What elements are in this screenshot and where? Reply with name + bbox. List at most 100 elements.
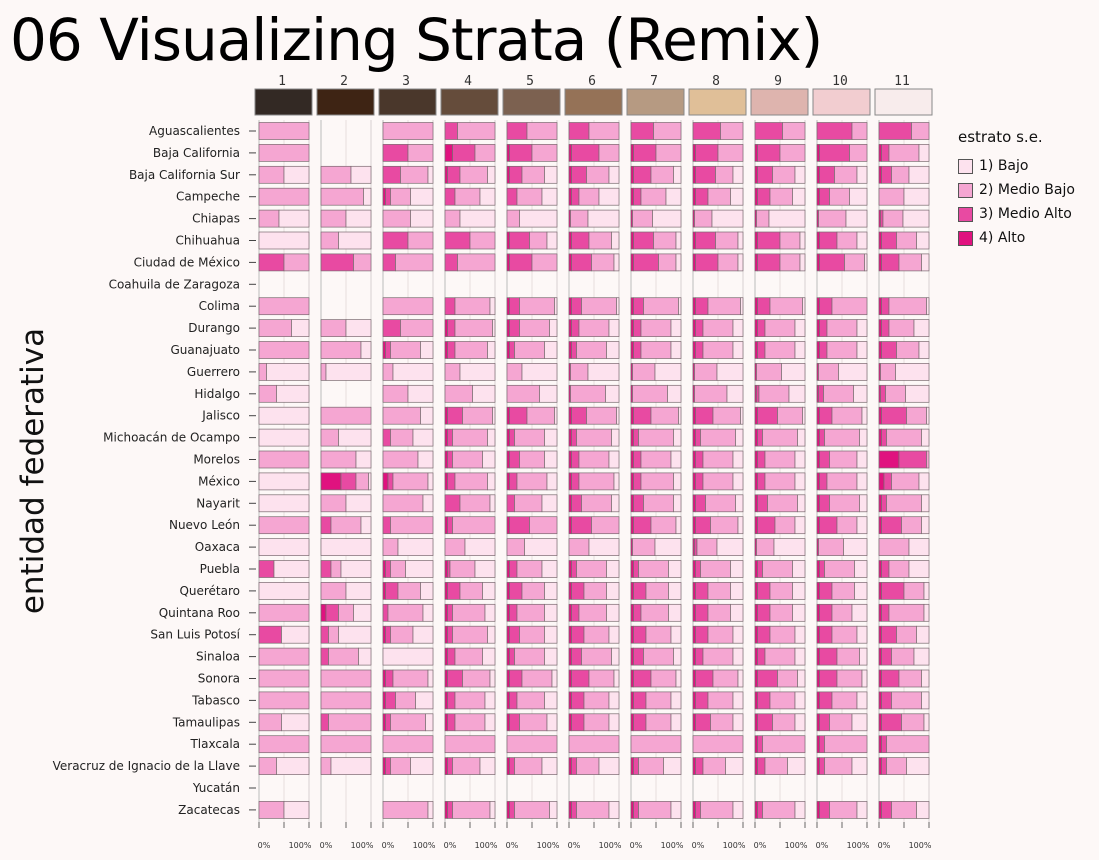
bar-segment — [350, 165, 372, 184]
bar-segment — [382, 319, 401, 337]
bar-segment — [541, 494, 558, 513]
bar-segment — [630, 691, 634, 710]
bar-segment — [630, 516, 634, 535]
bar-segment — [856, 801, 868, 819]
panel-number: 9 — [774, 74, 782, 89]
bar-segment — [707, 603, 731, 622]
bar-segment — [794, 165, 806, 184]
bar-segment — [606, 341, 620, 359]
bar-segment — [692, 187, 696, 206]
bar-segment — [861, 669, 868, 688]
bar-segment — [526, 122, 558, 140]
bar-segment — [444, 450, 448, 469]
bar-segment — [819, 669, 838, 688]
bar-segment — [819, 691, 833, 710]
bar-segment — [606, 560, 620, 578]
bar-segment — [330, 757, 372, 775]
bar-segment — [891, 165, 910, 184]
bar-segment — [506, 494, 515, 513]
bar-segment — [258, 625, 282, 644]
bar-segment — [258, 669, 310, 688]
bar-segment — [861, 406, 868, 425]
bar-segment — [571, 603, 580, 622]
bar-segment — [799, 253, 806, 272]
bar-segment — [715, 165, 734, 184]
bar-segment — [571, 231, 590, 250]
bar-segment — [459, 582, 483, 600]
bar-segment — [320, 428, 339, 447]
bar-segment — [611, 428, 620, 447]
bar-segment — [630, 165, 634, 184]
bar-segment — [385, 713, 391, 732]
bar-segment — [640, 450, 672, 469]
bar-segment — [695, 428, 701, 447]
bar-segment — [829, 450, 858, 469]
bar-segment — [903, 582, 925, 600]
bar-segment — [482, 647, 496, 666]
bar-segment — [444, 341, 448, 359]
bar-segment — [338, 603, 354, 622]
page-title: 06 Visualizing Strata (Remix) — [10, 6, 823, 74]
bar-segment — [568, 472, 572, 491]
bar-segment — [772, 713, 796, 732]
bar-segment — [571, 582, 585, 600]
bar-segment — [773, 538, 806, 556]
bar-segment — [702, 472, 734, 491]
bar-segment — [730, 582, 744, 600]
bar-segment — [650, 669, 677, 688]
state-label: Oaxaca — [195, 540, 240, 554]
bar-segment — [816, 735, 820, 754]
bar-segment — [880, 363, 896, 381]
bar-segment — [878, 472, 885, 491]
x-tick-label: 0% — [444, 841, 457, 850]
bar-segment — [762, 560, 793, 578]
bar-segment — [692, 450, 696, 469]
x-tick-label: 0% — [568, 841, 581, 850]
state-label: Puebla — [200, 562, 240, 576]
bar-segment — [338, 231, 372, 250]
bar-segment — [325, 363, 372, 381]
bar-segment — [702, 647, 734, 666]
bar-segment — [390, 516, 434, 535]
bar-segment — [696, 538, 718, 556]
bar-segment — [568, 406, 572, 425]
bar-segment — [740, 406, 744, 425]
bar-segment — [707, 582, 731, 600]
bar-segment — [258, 341, 310, 359]
bar-segment — [385, 341, 391, 359]
bar-segment — [427, 472, 434, 491]
bar-segment — [472, 384, 496, 403]
bar-segment — [568, 450, 572, 469]
bar-segment — [836, 669, 863, 688]
bar-segment — [613, 669, 620, 688]
bar-segment — [571, 144, 600, 162]
bar-segment — [715, 231, 739, 250]
bar-segment — [764, 341, 796, 359]
bar-segment — [444, 669, 448, 688]
bar-segment — [692, 516, 696, 535]
bar-segment — [891, 647, 915, 666]
bar-segment — [638, 801, 672, 819]
bar-segment — [705, 494, 736, 513]
panel-color-swatch — [626, 88, 685, 116]
bar-segment — [831, 603, 853, 622]
bar-segment — [757, 582, 771, 600]
bar-segment — [546, 713, 558, 732]
state-label: Sonora — [198, 672, 240, 686]
legend-item-medio-alto: 3) Medio Alto — [958, 202, 1075, 226]
bar-segment — [856, 472, 868, 491]
bar-segment — [836, 647, 860, 666]
bar-segment — [707, 691, 734, 710]
bar-segment — [732, 472, 744, 491]
x-tick-label: 100% — [351, 841, 374, 850]
bar-segment — [591, 516, 620, 535]
bar-segment — [779, 144, 806, 162]
bar-segment — [799, 231, 806, 250]
bar-segment — [608, 319, 620, 337]
bar-segment — [856, 450, 868, 469]
bar-segment — [757, 253, 781, 272]
bar-segment — [516, 560, 543, 578]
legend-swatch-medio-bajo — [958, 182, 973, 198]
panel-number: 8 — [712, 74, 720, 89]
bar-segment — [878, 516, 882, 535]
